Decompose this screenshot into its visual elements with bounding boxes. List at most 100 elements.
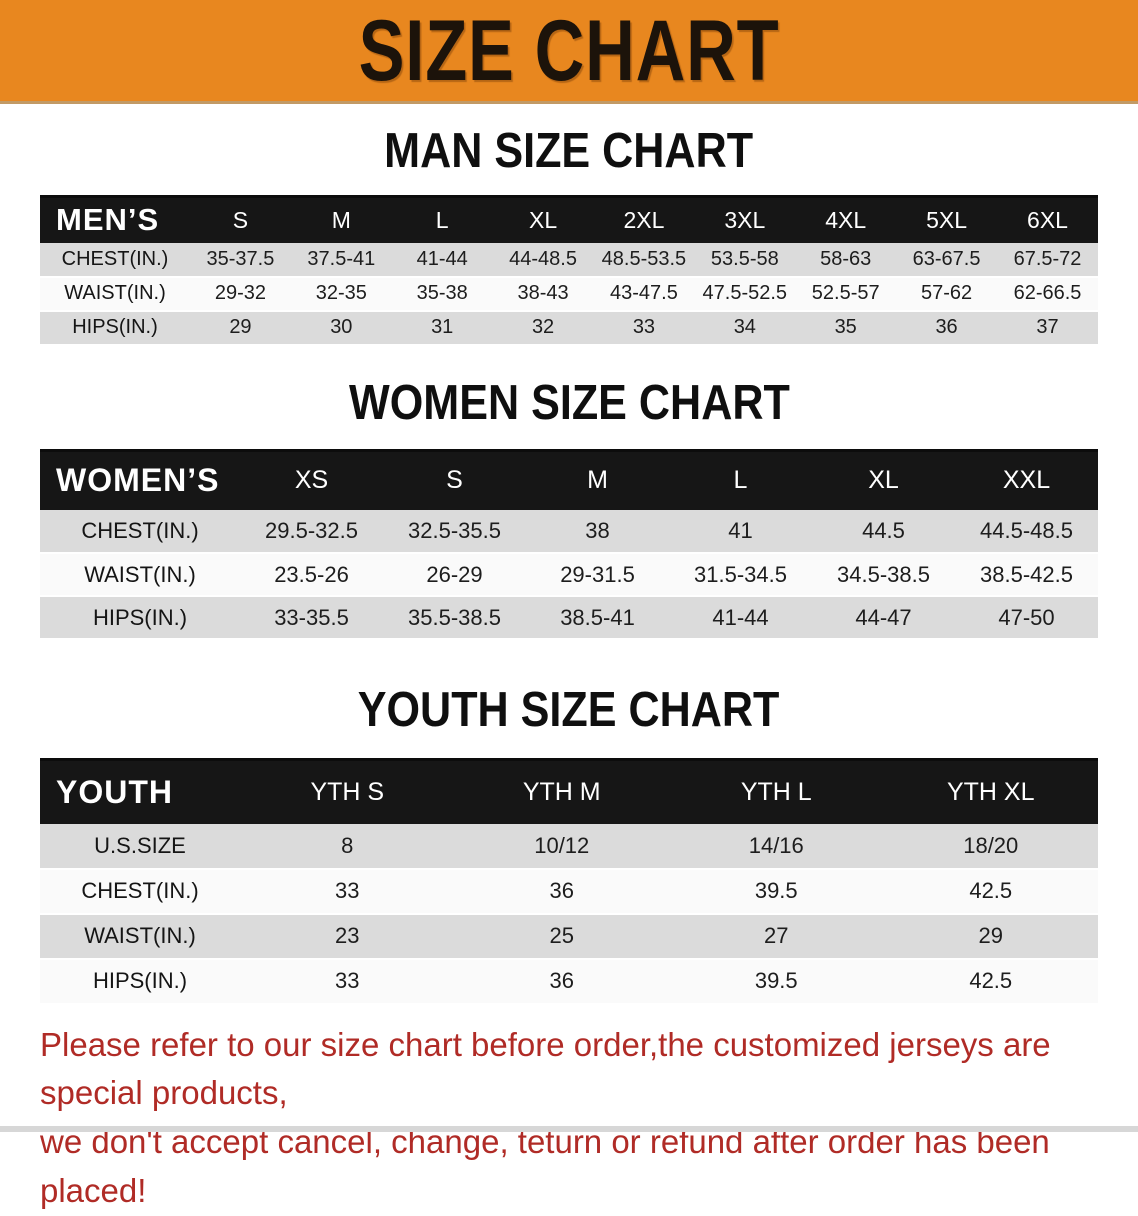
row-label: HIPS(IN.) — [40, 310, 190, 346]
size-cell: 38.5-41 — [526, 596, 669, 640]
table-corner-label: WOMEN’S — [56, 462, 220, 499]
size-cell: 62-66.5 — [997, 276, 1098, 312]
column-header: XL — [528, 206, 558, 233]
table-header-row: MEN’S S M L XL 2XL 3XL 4XL 5XL 6XL — [40, 196, 1098, 243]
size-table: YOUTH YTH S YTH M YTH L YTH XL U.S.SIZE 8 10/12… — [40, 758, 1098, 1005]
size-cell: 36 — [454, 958, 669, 1005]
table-row: HIPS(IN.) 33-35.5 35.5-38.5 38.5-41 41-44 44-… — [40, 596, 1098, 640]
column-header: YTH S — [310, 777, 385, 806]
size-cell: 31.5-34.5 — [669, 553, 812, 597]
table-corner-label: YOUTH — [56, 773, 173, 810]
section-heading: WOMEN SIZE CHART — [0, 378, 1138, 428]
table-header-row: YOUTH YTH S YTH M YTH L YTH XL — [40, 759, 1098, 824]
row-label: CHEST(IN.) — [40, 242, 190, 278]
size-cell: 32.5-35.5 — [383, 510, 526, 554]
bottom-strip — [0, 1126, 1138, 1132]
size-cell: 42.5 — [883, 868, 1098, 915]
column-header: M — [331, 206, 351, 233]
size-section-men: MAN SIZE CHART MEN’S S M L XL 2XL 3XL 4XL 5XL 6XL C… — [0, 127, 1138, 346]
section-heading-text: MAN SIZE CHART — [384, 124, 754, 178]
size-section-women: WOMEN SIZE CHART WOMEN’S XS S M L XL XXL CHEST(I… — [0, 378, 1138, 640]
size-cell: 38.5-42.5 — [955, 553, 1098, 597]
table-header-row: WOMEN’S XS S M L XL XXL — [40, 450, 1098, 510]
row-label: CHEST(IN.) — [40, 510, 240, 554]
size-cell: 37 — [997, 310, 1098, 346]
column-header: S — [232, 206, 249, 233]
disclaimer-line-1: Please refer to our size chart before or… — [40, 1025, 1051, 1112]
section-heading-text: YOUTH SIZE CHART — [358, 683, 780, 737]
table-row: WAIST(IN.) 23.5-26 26-29 29-31.5 31.5-34.5 34… — [40, 553, 1098, 597]
size-cell: 34.5-38.5 — [812, 553, 955, 597]
column-header: 5XL — [926, 206, 968, 233]
row-label: HIPS(IN.) — [40, 958, 240, 1005]
column-header: 6XL — [1027, 206, 1068, 233]
size-cell: 58-63 — [795, 242, 897, 278]
size-cell: 52.5-57 — [795, 276, 897, 312]
size-cell: 32 — [492, 310, 594, 346]
size-section-youth: YOUTH SIZE CHART YOUTH YTH S YTH M YTH L YTH … — [0, 686, 1138, 1005]
size-cell: 38 — [526, 510, 669, 554]
size-cell: 29 — [190, 310, 291, 346]
size-cell: 35-37.5 — [190, 242, 291, 278]
size-cell: 35.5-38.5 — [383, 596, 526, 640]
column-header: YTH L — [740, 777, 812, 806]
size-cell: 38-43 — [492, 276, 594, 312]
column-header: 2XL — [623, 206, 665, 233]
row-label: U.S.SIZE — [40, 823, 240, 870]
size-cell: 30 — [290, 310, 392, 346]
column-header: L — [733, 466, 748, 495]
size-cell: 18/20 — [883, 823, 1098, 870]
size-cell: 39.5 — [669, 958, 884, 1005]
size-cell: 48.5-53.5 — [593, 242, 695, 278]
row-label: CHEST(IN.) — [40, 868, 240, 915]
banner-title: SIZE CHART — [358, 2, 780, 99]
size-cell: 26-29 — [383, 553, 526, 597]
table-row: U.S.SIZE 8 10/12 14/16 18/20 — [40, 823, 1098, 870]
size-cell: 39.5 — [669, 868, 884, 915]
size-cell: 31 — [391, 310, 493, 346]
size-cell: 37.5-41 — [290, 242, 392, 278]
size-cell: 23.5-26 — [240, 553, 383, 597]
disclaimer-line-2: we don't accept cancel, change, teturn o… — [40, 1123, 1050, 1209]
size-cell: 41-44 — [669, 596, 812, 640]
size-cell: 33 — [240, 958, 455, 1005]
size-cell: 44.5-48.5 — [955, 510, 1098, 554]
size-cell: 33 — [240, 868, 455, 915]
column-header: YTH XL — [946, 777, 1035, 806]
size-cell: 67.5-72 — [997, 242, 1098, 278]
size-cell: 41 — [669, 510, 812, 554]
size-cell: 36 — [454, 868, 669, 915]
column-header: 4XL — [825, 206, 867, 233]
column-header: YTH M — [522, 777, 601, 806]
size-cell: 53.5-58 — [694, 242, 796, 278]
size-cell: 27 — [669, 913, 884, 960]
size-cell: 57-62 — [896, 276, 997, 312]
size-cell: 29-31.5 — [526, 553, 669, 597]
size-cell: 35-38 — [391, 276, 493, 312]
size-cell: 10/12 — [454, 823, 669, 870]
table-row: CHEST(IN.) 29.5-32.5 32.5-35.5 38 41 44.5 44.5… — [40, 510, 1098, 554]
size-cell: 25 — [454, 913, 669, 960]
size-cell: 41-44 — [391, 242, 493, 278]
size-table: MEN’S S M L XL 2XL 3XL 4XL 5XL 6XL CHEST(IN.) 35-37… — [40, 195, 1098, 346]
size-cell: 29.5-32.5 — [240, 510, 383, 554]
size-chart-sections: MAN SIZE CHART MEN’S S M L XL 2XL 3XL 4XL 5XL 6XL C… — [0, 127, 1138, 1005]
column-header: L — [435, 206, 449, 233]
column-header: 3XL — [724, 206, 766, 233]
size-cell: 44.5 — [812, 510, 955, 554]
column-header: XXL — [1002, 466, 1051, 495]
size-cell: 36 — [896, 310, 997, 346]
column-header: XS — [294, 466, 329, 495]
size-cell: 63-67.5 — [896, 242, 997, 278]
table-row: HIPS(IN.) 33 36 39.5 42.5 — [40, 958, 1098, 1005]
row-label: WAIST(IN.) — [40, 913, 240, 960]
column-header: XL — [868, 466, 899, 495]
size-cell: 44-48.5 — [492, 242, 594, 278]
size-cell: 23 — [240, 913, 455, 960]
table-row: WAIST(IN.) 23 25 27 29 — [40, 913, 1098, 960]
table-row: CHEST(IN.) 33 36 39.5 42.5 — [40, 868, 1098, 915]
table-row: HIPS(IN.) 29 30 31 32 33 34 35 36 37 — [40, 310, 1098, 346]
size-cell: 32-35 — [290, 276, 392, 312]
size-table: WOMEN’S XS S M L XL XXL CHEST(IN.) 29.5-32.5 32.5… — [40, 448, 1098, 640]
table-corner-label: MEN’S — [56, 202, 160, 238]
